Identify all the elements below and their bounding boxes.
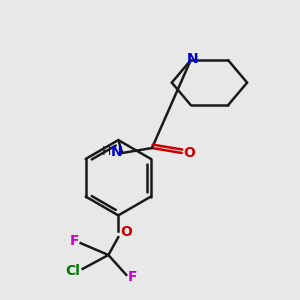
Text: Cl: Cl — [65, 264, 80, 278]
Text: F: F — [70, 234, 80, 248]
Text: N: N — [110, 145, 122, 159]
Text: N: N — [187, 52, 198, 66]
Text: H: H — [102, 146, 111, 158]
Text: O: O — [120, 225, 132, 239]
Text: F: F — [128, 270, 137, 284]
Text: O: O — [184, 146, 196, 160]
